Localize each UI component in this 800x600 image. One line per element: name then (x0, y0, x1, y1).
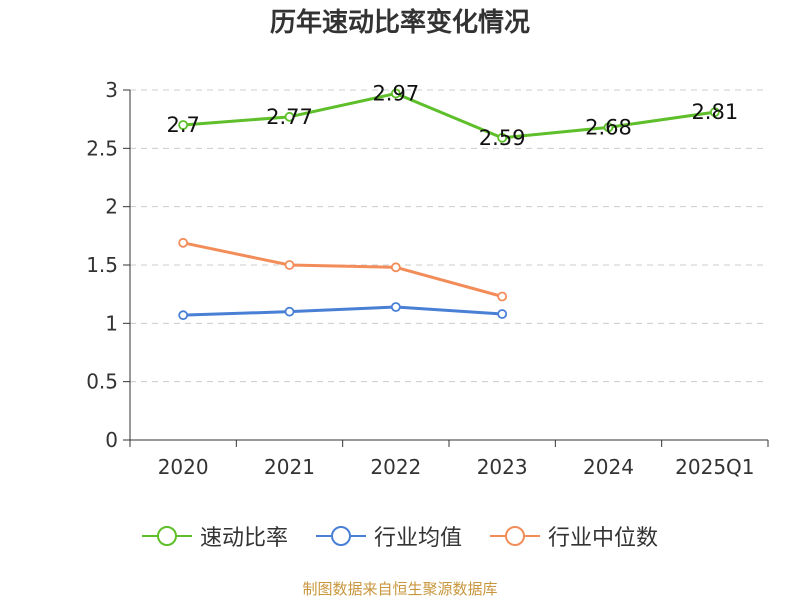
legend-item-industry-median[interactable]: 行业中位数 (490, 520, 658, 552)
data-point (284, 306, 295, 317)
legend-item-industry-mean[interactable]: 行业均值 (315, 520, 462, 552)
legend-label: 行业均值 (373, 526, 462, 551)
x-tick-label: 2021 (264, 455, 315, 479)
data-point (497, 291, 508, 302)
x-tick-label: 2024 (583, 455, 634, 479)
data-point (178, 120, 189, 130)
data-point (178, 237, 189, 248)
legend-item-quick-ratio[interactable]: 速动比率 (141, 520, 288, 552)
data-point (178, 310, 189, 321)
data-point (390, 302, 401, 312)
source-note: 制图数据来自恒生聚源数据库 (302, 580, 498, 598)
x-tick-label: 2022 (370, 455, 421, 479)
x-tick-label: 2023 (477, 455, 528, 479)
data-point (390, 88, 401, 99)
data-point (603, 122, 614, 133)
legend-line-marker-icon (315, 526, 366, 546)
chart-legend: 速动比率 行业均值 行业中位数 (0, 520, 800, 552)
series-line (183, 305, 503, 317)
y-tick-label: 2.5 (86, 136, 118, 160)
data-point (390, 262, 401, 273)
x-tick-label: 2025Q1 (675, 455, 754, 479)
data-label: 2.77 (266, 105, 313, 129)
y-tick-label: 0 (105, 428, 118, 452)
y-tick-label: 0.5 (86, 370, 118, 394)
data-point (497, 132, 508, 143)
series-line (183, 92, 716, 140)
x-tick-label: 2020 (158, 455, 209, 479)
legend-label: 行业中位数 (548, 526, 659, 551)
series-line (182, 241, 503, 298)
data-point (709, 107, 720, 118)
y-tick-label: 1 (105, 311, 118, 335)
y-tick-label: 1.5 (86, 253, 118, 277)
data-point (284, 260, 295, 270)
legend-line-marker-icon (141, 526, 192, 546)
y-tick-label: 2 (105, 195, 118, 219)
data-label: 2.81 (691, 100, 738, 124)
data-label: 2.97 (372, 82, 419, 106)
data-label: 2.7 (166, 113, 199, 137)
data-point (284, 111, 295, 122)
legend-line-marker-icon (490, 526, 540, 546)
y-tick-label: 3 (105, 78, 118, 102)
data-point (497, 309, 508, 319)
legend-label: 速动比率 (199, 526, 288, 551)
chart-title: 历年速动比率变化情况 (269, 8, 530, 38)
data-label: 2.59 (479, 126, 526, 150)
data-label: 2.68 (585, 115, 632, 139)
